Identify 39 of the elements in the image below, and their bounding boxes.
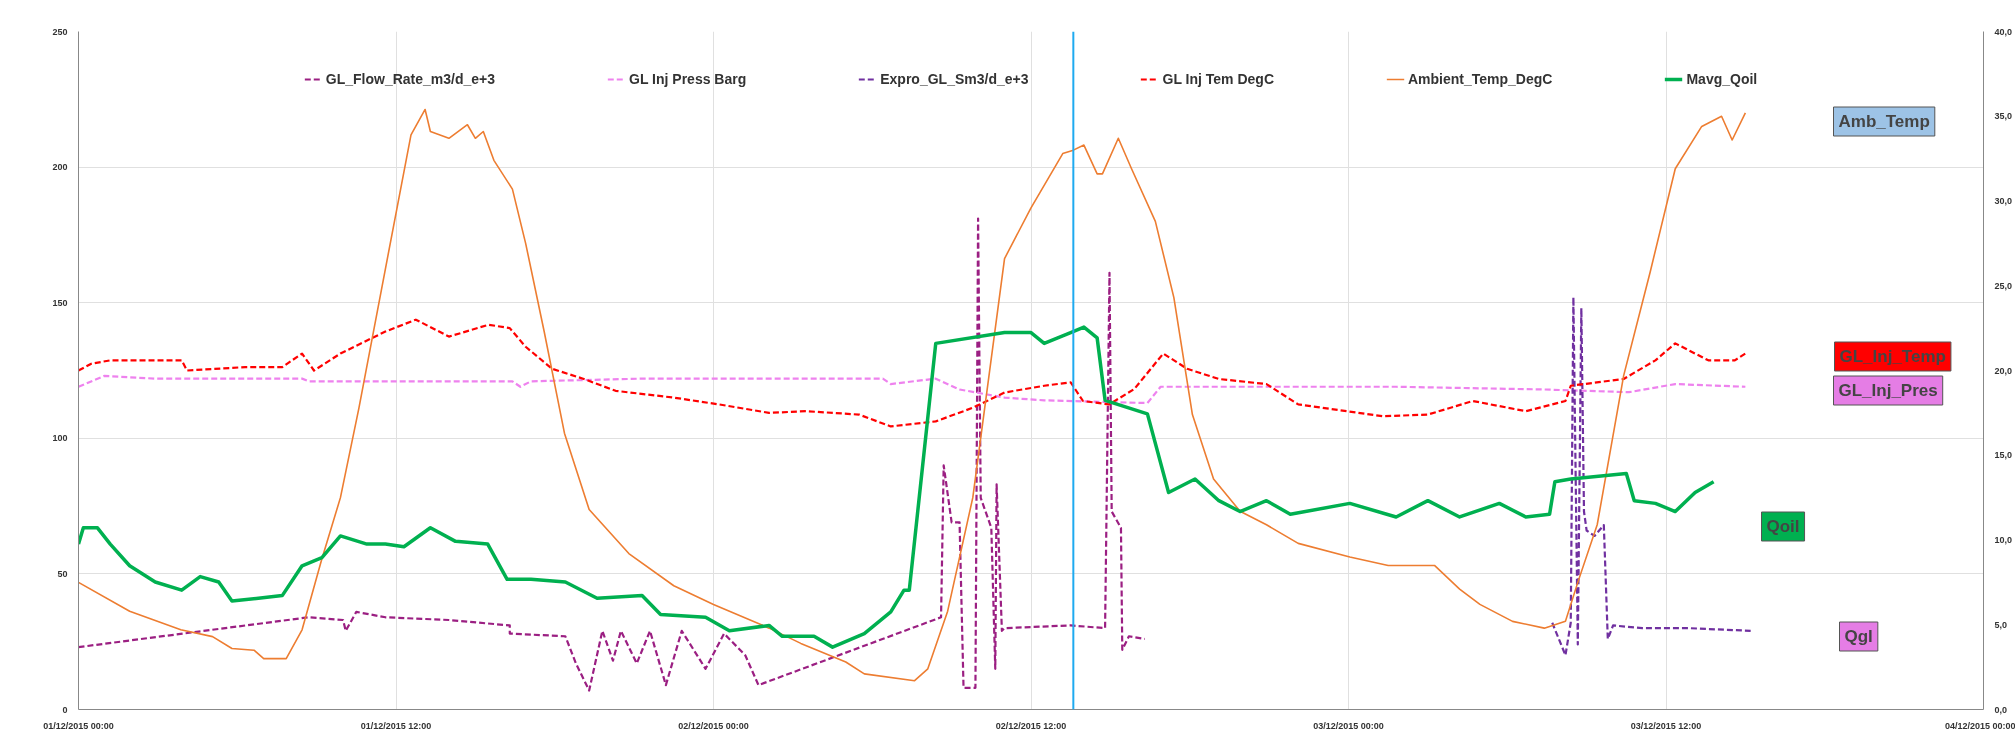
x-tick-label: 02/12/2015 12:00 <box>995 720 1067 731</box>
y2-tick-label: 40,0 <box>1994 26 2013 37</box>
y2-tick-label: 20,0 <box>1994 365 2013 376</box>
y-tick-label: 250 <box>52 26 68 37</box>
line-series <box>78 374 1747 405</box>
line-series <box>78 217 1146 692</box>
legend-label: GL Inj Press Barg <box>629 71 747 87</box>
annotation: GL_Inj_Pres <box>1838 381 1938 400</box>
y2-tick-label: 5,0 <box>1994 619 2008 630</box>
x-tick-label: 02/12/2015 00:00 <box>678 720 749 731</box>
annotation: GL_Inj_Temp <box>1839 347 1946 366</box>
line-series <box>78 108 1747 682</box>
legend-label: GL Inj Tem DegC <box>1162 71 1274 87</box>
y-tick-label: 150 <box>52 297 68 308</box>
annotation: Qoil <box>1766 517 1800 536</box>
y2-tick-label: 25,0 <box>1994 280 2013 291</box>
annotation: Qgl <box>1844 627 1873 646</box>
annotation: Amb_Temp <box>1838 112 1930 131</box>
y-tick-label: 0 <box>62 704 68 715</box>
legend-label: Expro_GL_Sm3/d_e+3 <box>880 71 1029 87</box>
x-tick-label: 01/12/2015 00:00 <box>43 720 114 731</box>
y-tick-label: 200 <box>52 162 68 173</box>
x-tick-label: 03/12/2015 00:00 <box>1313 720 1384 731</box>
y2-tick-label: 30,0 <box>1994 196 2013 206</box>
x-tick-label: 03/12/2015 12:00 <box>1630 720 1702 731</box>
x-tick-label: 01/12/2015 12:00 <box>360 720 432 731</box>
y2-tick-label: 15,0 <box>1994 450 2013 461</box>
y-tick-label: 50 <box>57 568 68 579</box>
legend-label: Ambient_Temp_DegC <box>1408 71 1553 87</box>
line-series <box>1551 296 1752 657</box>
y2-tick-label: 0,0 <box>1994 704 2008 715</box>
legend-label: GL_Flow_Rate_m3/d_e+3 <box>325 71 496 87</box>
legend-label: Mavg_Qoil <box>1686 71 1758 87</box>
line-series <box>78 318 1747 428</box>
line-series <box>78 325 1716 649</box>
x-tick-label: 04/12/2015 00:00 <box>1944 720 2015 731</box>
y-tick-label: 100 <box>52 433 68 444</box>
y2-tick-label: 10,0 <box>1994 535 2013 545</box>
y2-tick-label: 35,0 <box>1994 111 2013 122</box>
